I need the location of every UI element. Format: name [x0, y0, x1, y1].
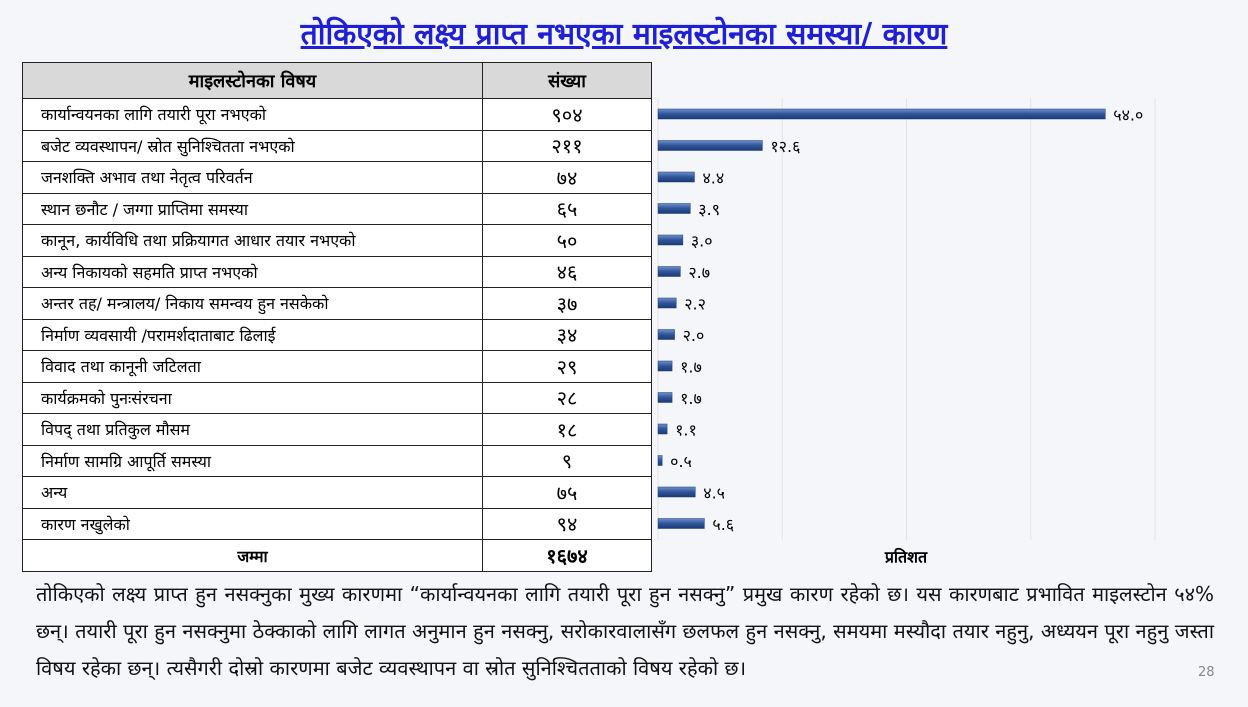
data-label: १.७ [680, 358, 702, 377]
row-count: ६५ [482, 192, 652, 225]
bar [657, 297, 677, 309]
row-count: ५० [482, 224, 652, 257]
bar [657, 423, 668, 435]
x-axis-label: प्रतिशत [884, 548, 928, 567]
slide-title: तोकिएको लक्ष्य प्राप्त नभएका माइलस्टोनका… [0, 12, 1248, 53]
row-label: स्थान छनौट / जग्गा प्राप्तिमा समस्या [22, 192, 483, 225]
row-count: ९ [482, 444, 652, 477]
row-label: अन्य [22, 476, 483, 509]
bar [657, 171, 695, 183]
bar [657, 266, 681, 277]
row-count: २८ [482, 381, 652, 414]
data-label: १२.६ [770, 137, 800, 156]
data-label: २.० [683, 326, 705, 345]
data-label: १.७ [680, 389, 702, 408]
chart: ५४.० १२.६ ४.४ ३.९ ३.० २.७ २.२ २.० १.७ १.७ १.१ ०.५ ४.… [657, 98, 1156, 567]
bar [657, 486, 696, 498]
row-label: जनशक्ति अभाव तथा नेतृत्व परिवर्तन [22, 161, 483, 194]
row-count: ७४ [482, 161, 652, 194]
data-label: ३.९ [698, 200, 720, 219]
bar [657, 108, 1106, 120]
row-count: १८ [482, 413, 652, 446]
total-count: १६७४ [482, 539, 652, 572]
row-label: बजेट व्यवस्थापन/ स्रोत सुनिश्चितता नभएको [22, 129, 483, 162]
data-label: ४.५ [703, 484, 725, 503]
row-label: कार्यान्वयनका लागि तयारी पूरा नभएको [22, 98, 483, 131]
page-number: 28 [1198, 665, 1215, 680]
row-label: कारण नखुलेको [22, 507, 483, 540]
row-label: अन्य निकायको सहमति प्राप्त नभएको [22, 255, 483, 288]
row-count: ७५ [482, 476, 652, 509]
bar [657, 518, 705, 529]
row-count: २११ [482, 129, 652, 162]
row-label: निर्माण व्यवसायी /परामर्शदाताबाट ढिलाई [22, 318, 483, 351]
row-label: विपद् तथा प्रतिकुल मौसम [22, 413, 483, 446]
total-label: जम्मा [22, 539, 483, 572]
row-label: कानून, कार्यविधि तथा प्रक्रियागत आधार तय… [22, 224, 483, 257]
paragraph: तोकिएको लक्ष्य प्राप्त हुन नसक्नुका मुख्… [36, 582, 1214, 680]
bar [657, 140, 763, 151]
bar [657, 329, 675, 340]
data-label: ०.५ [670, 452, 692, 471]
data-label: १.१ [675, 421, 697, 440]
data-label: ३.० [691, 232, 713, 251]
data-label: २.२ [684, 295, 706, 314]
data-label: २.७ [688, 263, 710, 282]
title-text: तोकिएको लक्ष्य प्राप्त नभएका माइलस्टोनका… [300, 17, 948, 52]
bar [657, 234, 684, 246]
row-count: ३७ [482, 287, 652, 320]
bar [657, 392, 673, 403]
row-count: ३४ [482, 318, 652, 351]
row-label: निर्माण सामग्रि आपूर्ति समस्या [22, 444, 483, 477]
bar [657, 455, 663, 466]
bar [657, 360, 673, 372]
data-label: ४.४ [702, 169, 724, 188]
data-label: ५.६ [712, 515, 734, 534]
data-label: ५४.० [1113, 106, 1143, 125]
row-count: ९०४ [482, 98, 652, 131]
bar [657, 203, 691, 214]
header-cell: माइलस्टोनका विषय [22, 62, 483, 99]
row-label: विवाद तथा कानूनी जटिलता [22, 350, 483, 383]
